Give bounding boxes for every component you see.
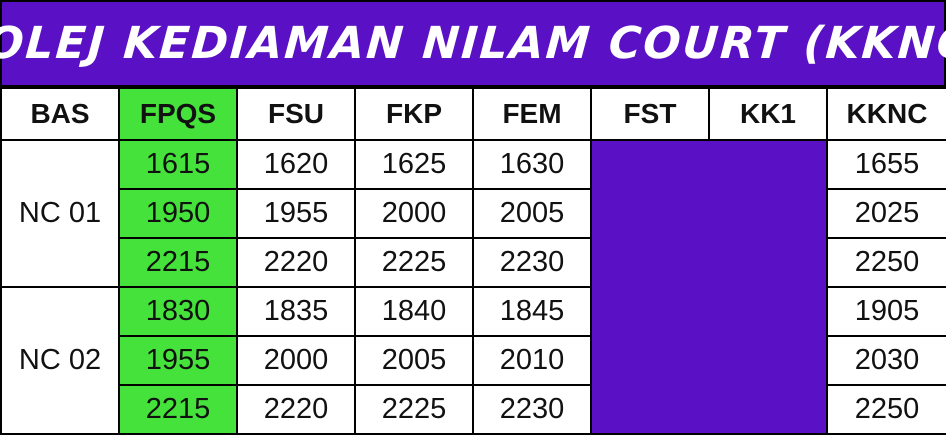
cell-fsu: 2000	[236, 335, 356, 386]
cell-fpqs: 1950	[118, 188, 238, 239]
bas-cell: NC 01	[0, 139, 120, 288]
header-fsu: FSU	[236, 87, 356, 141]
cell-fkp: 2005	[354, 335, 474, 386]
table-row: 1950 1955 2000 2005 2025	[1, 188, 946, 239]
title-banner: KOLEJ KEDIAMAN NILAM COURT (KKNC)	[0, 0, 946, 87]
cell-fkp: 1625	[354, 139, 474, 190]
cell-fsu: 1955	[236, 188, 356, 239]
cell-kknc: 2250	[826, 384, 946, 435]
bas-cell: NC 02	[0, 286, 120, 435]
cell-fem: 1845	[472, 286, 592, 337]
cell-fem: 2010	[472, 335, 592, 386]
cell-fpqs: 2215	[118, 237, 238, 288]
cell-fpqs: 1830	[118, 286, 238, 337]
header-row: BAS FPQS FSU FKP FEM FST KK1 KKNC	[0, 87, 946, 141]
cell-fpqs: 1615	[118, 139, 238, 190]
header-fem: FEM	[472, 87, 592, 141]
cell-fem: 2005	[472, 188, 592, 239]
cell-fsu: 1620	[236, 139, 356, 190]
cell-fpqs: 2215	[118, 384, 238, 435]
cell-fem: 1630	[472, 139, 592, 190]
cell-fsu: 2220	[236, 384, 356, 435]
header-kk1: KK1	[708, 87, 828, 141]
table-row: 1955 2000 2005 2010 2030	[1, 335, 946, 386]
header-fst: FST	[590, 87, 710, 141]
header-fpqs: FPQS	[118, 87, 238, 141]
header-fkp: FKP	[354, 87, 474, 141]
table-row: NC 01 1615 1620 1625 1630 1655	[0, 139, 946, 435]
cell-kknc: 2250	[826, 237, 946, 288]
cell-kknc: 1905	[826, 286, 946, 337]
table-row: 2215 2220 2225 2230 2250	[1, 237, 946, 288]
header-kknc: KKNC	[826, 87, 946, 141]
cell-fsu: 2220	[236, 237, 356, 288]
bus-schedule-table: BAS FPQS FSU FKP FEM FST KK1 KKNC NC 01 …	[0, 87, 946, 435]
cell-kknc: 2030	[826, 335, 946, 386]
header-bas: BAS	[0, 87, 120, 141]
fst-kk1-block	[590, 139, 828, 435]
cell-fkp: 2000	[354, 188, 474, 239]
cell-kknc: 1655	[826, 139, 946, 190]
cell-kknc: 2025	[826, 188, 946, 239]
cell-fkp: 2225	[354, 384, 474, 435]
cell-fem: 2230	[472, 384, 592, 435]
cell-fsu: 1835	[236, 286, 356, 337]
cell-fem: 2230	[472, 237, 592, 288]
table-row: NC 02 1830 1835 1840 1845 1905	[0, 286, 946, 435]
cell-fkp: 1840	[354, 286, 474, 337]
cell-fkp: 2225	[354, 237, 474, 288]
page-title: KOLEJ KEDIAMAN NILAM COURT (KKNC)	[0, 18, 946, 69]
cell-fpqs: 1955	[118, 335, 238, 386]
